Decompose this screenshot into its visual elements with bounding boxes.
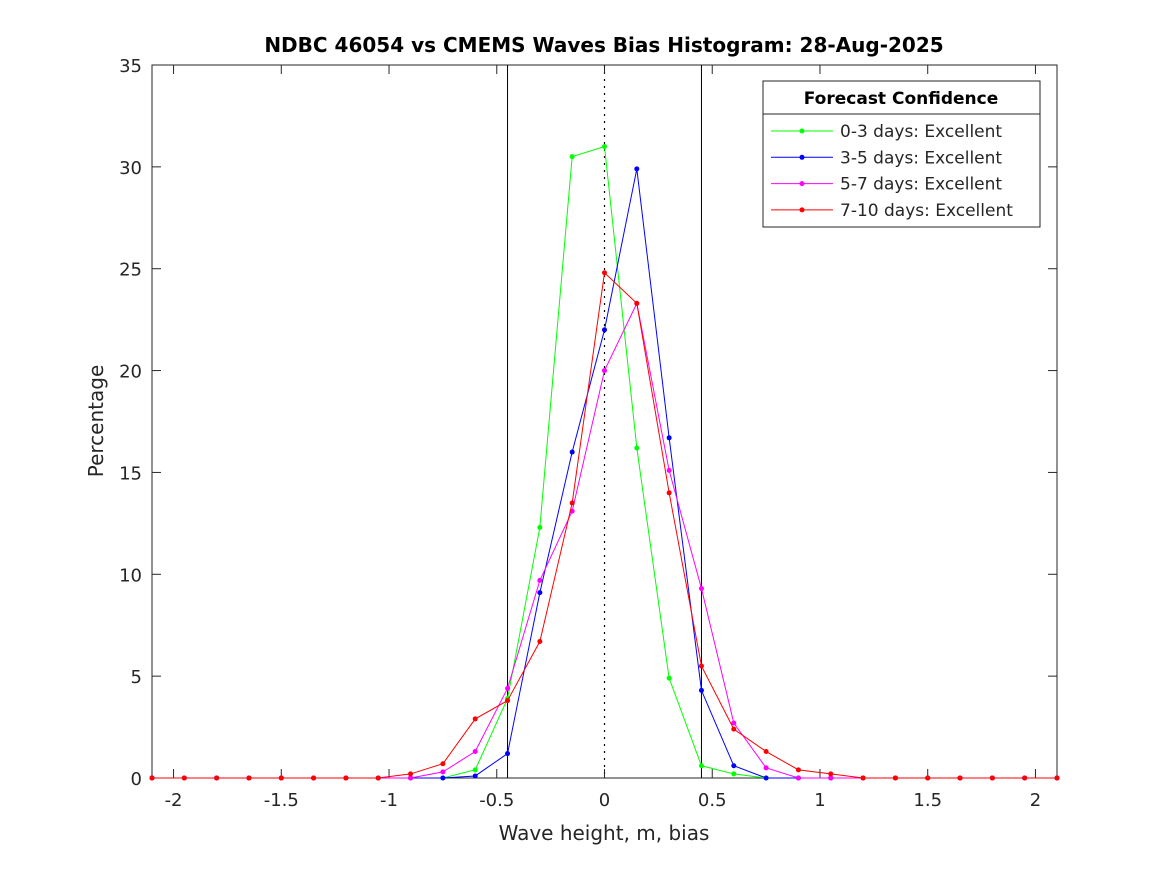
y-tick-label: 30: [119, 158, 142, 179]
data-point: [698, 663, 704, 669]
data-point: [634, 300, 640, 306]
data-point: [763, 749, 769, 755]
data-point: [828, 775, 834, 781]
data-point: [569, 449, 575, 455]
legend-entry: 0-3 days: Excellent: [840, 122, 1002, 142]
series-3: [149, 270, 1060, 781]
data-point: [408, 775, 414, 781]
data-point: [602, 368, 607, 374]
y-tick-label: 15: [119, 463, 142, 484]
legend-entry: 3-5 days: Excellent: [840, 148, 1002, 168]
data-point: [569, 500, 575, 506]
data-point: [1022, 775, 1028, 781]
x-tick-label: 0: [599, 790, 610, 811]
data-point: [957, 775, 963, 781]
y-tick-label: 0: [131, 769, 142, 790]
data-point: [214, 775, 220, 781]
y-tick-label: 25: [119, 260, 142, 281]
data-point: [472, 773, 478, 779]
data-point: [408, 771, 414, 777]
y-tick-label: 5: [131, 667, 142, 688]
data-point: [828, 771, 834, 777]
data-point: [537, 524, 543, 530]
data-point: [763, 765, 769, 771]
x-tick-label: 0.5: [698, 790, 727, 811]
data-point: [440, 761, 446, 767]
data-point: [537, 639, 543, 645]
x-tick-label: 2: [1030, 790, 1041, 811]
data-point: [569, 154, 575, 160]
data-point: [602, 327, 607, 333]
data-point: [505, 751, 511, 757]
legend-entry: 5-7 days: Excellent: [840, 175, 1002, 195]
data-point: [698, 586, 704, 592]
data-point: [634, 445, 640, 451]
data-point: [602, 270, 607, 276]
data-point: [731, 726, 737, 732]
data-point: [278, 775, 284, 781]
x-tick-label: -1.5: [264, 790, 299, 811]
chart-title: NDBC 46054 vs CMEMS Waves Bias Histogram…: [264, 33, 943, 57]
data-point: [763, 775, 769, 781]
data-point: [440, 775, 446, 781]
data-point: [795, 775, 801, 781]
data-point: [666, 490, 672, 496]
data-point: [925, 775, 931, 781]
x-tick-label: 1: [814, 790, 825, 811]
data-point: [149, 775, 155, 781]
legend-marker: [799, 128, 805, 134]
data-point: [537, 577, 543, 583]
legend-marker: [799, 207, 805, 213]
y-tick-label: 10: [119, 565, 142, 586]
data-point: [246, 775, 252, 781]
legend: Forecast Confidence 0-3 days: Excellent 3…: [762, 80, 1041, 228]
data-point: [472, 749, 478, 755]
data-point: [505, 685, 511, 691]
data-point: [375, 775, 381, 781]
legend-title: Forecast Confidence: [804, 89, 999, 109]
data-point: [181, 775, 187, 781]
data-point: [666, 467, 672, 473]
x-tick-label: -2: [165, 790, 183, 811]
data-point: [666, 435, 672, 441]
data-point: [1054, 775, 1060, 781]
data-point: [440, 769, 446, 775]
data-point: [731, 771, 737, 777]
x-tick-label: -0.5: [479, 790, 514, 811]
legend-marker: [799, 181, 805, 187]
data-point: [666, 675, 672, 681]
data-point: [731, 720, 737, 726]
y-axis-label: Percentage: [84, 365, 108, 478]
data-point: [472, 716, 478, 722]
data-point: [892, 775, 898, 781]
y-tick-label: 20: [119, 362, 142, 383]
data-point: [343, 775, 349, 781]
data-point: [472, 767, 478, 773]
legend-entry: 7-10 days: Excellent: [840, 201, 1013, 221]
data-point: [634, 166, 640, 172]
data-point: [860, 775, 866, 781]
data-point: [698, 687, 704, 693]
data-point: [795, 767, 801, 773]
x-tick-label: 1.5: [913, 790, 942, 811]
data-point: [311, 775, 317, 781]
y-tick-label: 35: [119, 56, 142, 77]
legend-marker: [799, 154, 805, 160]
data-point: [731, 763, 737, 769]
x-axis-label: Wave height, m, bias: [499, 821, 710, 845]
x-tick-label: -1: [380, 790, 398, 811]
data-point: [505, 698, 511, 704]
data-point: [698, 763, 704, 769]
data-point: [602, 143, 607, 149]
data-point: [537, 590, 543, 596]
data-point: [989, 775, 995, 781]
